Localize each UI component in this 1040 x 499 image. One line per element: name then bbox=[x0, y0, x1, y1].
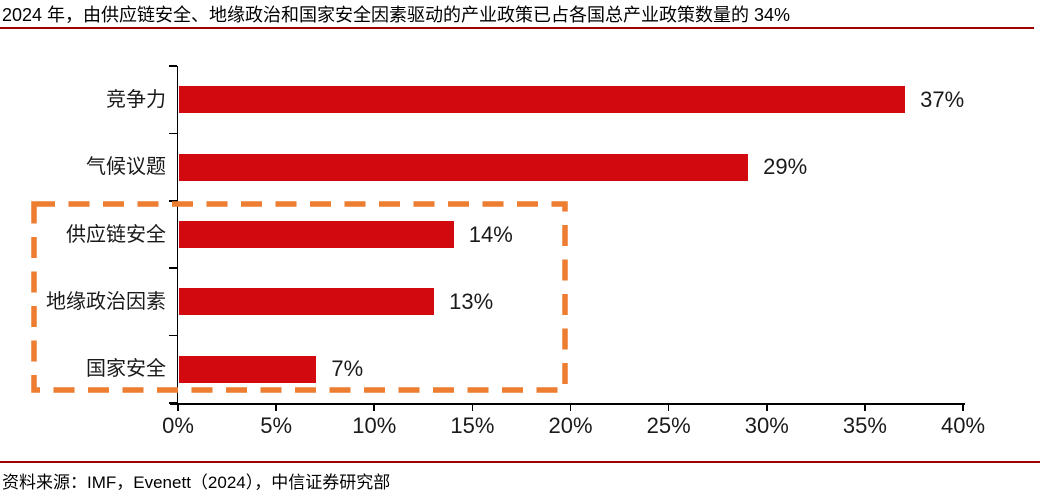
bar bbox=[179, 221, 454, 248]
y-axis-tick bbox=[169, 65, 177, 67]
x-axis-tick bbox=[962, 404, 964, 411]
x-axis-tick bbox=[177, 404, 179, 411]
category-label: 气候议题 bbox=[86, 156, 166, 179]
y-axis-tick bbox=[169, 200, 177, 202]
bar bbox=[179, 288, 435, 316]
bar bbox=[179, 355, 317, 383]
x-axis-tick-label: 5% bbox=[260, 413, 293, 438]
value-label: 13% bbox=[449, 288, 494, 314]
value-label: 14% bbox=[468, 221, 513, 247]
y-axis-line bbox=[176, 66, 179, 405]
x-axis-tick bbox=[667, 404, 670, 411]
x-axis-tick-label: 0% bbox=[162, 413, 194, 438]
x-axis-tick-label: 20% bbox=[548, 413, 593, 438]
source-note: 资料来源：IMF，Evenett（2024），中信证券研究部 bbox=[2, 473, 391, 492]
y-axis-tick bbox=[169, 132, 177, 135]
x-axis-tick bbox=[569, 404, 572, 411]
x-axis-tick bbox=[765, 404, 768, 411]
title-underline bbox=[0, 27, 1034, 29]
x-axis-tick-label: 35% bbox=[842, 413, 887, 438]
x-axis-tick bbox=[275, 404, 277, 411]
x-axis-tick bbox=[471, 404, 474, 411]
footer-rule bbox=[0, 461, 1040, 463]
bar bbox=[179, 86, 906, 114]
value-label: 37% bbox=[920, 86, 965, 112]
x-axis-tick-label: 15% bbox=[450, 413, 495, 438]
y-axis-tick bbox=[169, 402, 177, 404]
y-axis-tick bbox=[169, 267, 177, 269]
bar bbox=[179, 153, 749, 181]
x-axis-tick-label: 25% bbox=[646, 413, 691, 438]
category-label: 供应链安全 bbox=[66, 223, 166, 246]
category-label: 竞争力 bbox=[106, 88, 166, 111]
x-axis-tick bbox=[864, 404, 866, 411]
x-axis-tick bbox=[373, 404, 376, 411]
value-label: 29% bbox=[763, 154, 808, 180]
x-axis-tick-label: 10% bbox=[352, 413, 397, 438]
x-axis-line bbox=[170, 403, 965, 405]
x-axis-tick-label: 40% bbox=[940, 413, 986, 438]
figure-title: 2024 年，由供应链安全、地缘政治和国家安全因素驱动的产业政策已占各国总产业政… bbox=[2, 5, 791, 25]
category-label: 国家安全 bbox=[86, 358, 166, 381]
x-axis-tick-label: 30% bbox=[744, 413, 789, 438]
y-axis-tick bbox=[169, 334, 177, 337]
category-label: 地缘政治因素 bbox=[46, 290, 166, 313]
value-label: 7% bbox=[331, 356, 364, 382]
